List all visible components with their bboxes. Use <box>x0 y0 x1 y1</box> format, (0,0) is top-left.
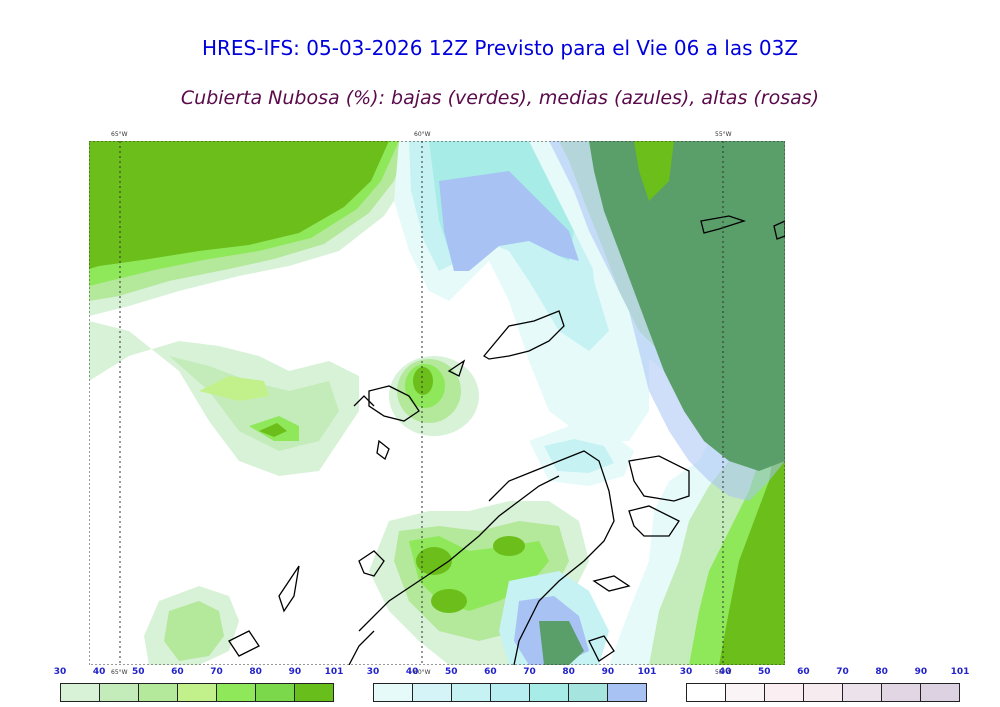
colorbar-mid-ticks: 30 40 50 60 70 80 90 101 <box>367 667 657 679</box>
colorbar-tick: 90 <box>914 667 928 677</box>
colorbar-swatch <box>882 684 921 701</box>
colorbar-tick: 80 <box>249 667 262 677</box>
colorbar-tick: 101 <box>950 667 970 677</box>
colorbar-low-clouds <box>60 683 334 702</box>
colorbar-high-clouds <box>686 683 960 702</box>
colorbar-mid-clouds <box>373 683 647 702</box>
colorbar-tick: 101 <box>324 667 344 677</box>
colorbar-tick: 30 <box>53 667 67 677</box>
colorbar-swatch <box>217 684 256 701</box>
colorbar-swatch <box>61 684 100 701</box>
low-cloud-central <box>389 356 479 436</box>
colorbar-swatch <box>413 684 452 701</box>
colorbar-tick: 80 <box>562 667 575 677</box>
colorbar-tick: 80 <box>875 667 888 677</box>
colorbar-swatch <box>374 684 413 701</box>
colorbar-swatch <box>100 684 139 701</box>
lon-label-60w-top: 60°W <box>414 131 431 138</box>
colorbar-tick: 50 <box>758 667 771 677</box>
colorbar-tick: 90 <box>288 667 302 677</box>
colorbar-swatch <box>921 684 959 701</box>
coastlines <box>228 215 785 665</box>
colorbar-tick: 90 <box>601 667 615 677</box>
colorbar-swatch <box>569 684 608 701</box>
lon-label-55w-top: 55°W <box>715 131 732 138</box>
colorbar-swatch <box>765 684 804 701</box>
colorbar-tick: 60 <box>484 667 497 677</box>
colorbar-swatch <box>295 684 333 701</box>
colorbar-swatch <box>491 684 530 701</box>
colorbar-tick: 30 <box>366 667 380 677</box>
lon-label-60w-bottom: 60°W <box>414 669 431 676</box>
colorbar-high-ticks: 30 40 50 60 70 80 90 101 <box>680 667 970 679</box>
cloud-cover-map <box>89 141 785 665</box>
low-cloud-northwest <box>89 141 419 476</box>
colorbar-swatch <box>608 684 646 701</box>
colorbar-tick: 40 <box>718 667 732 677</box>
colorbar-tick: 60 <box>797 667 810 677</box>
lon-label-65w-top: 65°W <box>111 131 128 138</box>
colorbar-tick: 50 <box>445 667 458 677</box>
colorbar-swatch <box>726 684 765 701</box>
colorbar-tick: 70 <box>523 667 536 677</box>
colorbar-swatch <box>843 684 882 701</box>
colorbar-swatch <box>256 684 295 701</box>
colorbar-tick: 50 <box>132 667 145 677</box>
colorbar-swatch <box>687 684 726 701</box>
mid-cloud-southeast <box>499 426 634 665</box>
colorbar-tick: 60 <box>171 667 184 677</box>
colorbar-tick: 70 <box>836 667 849 677</box>
colorbar-swatch <box>178 684 217 701</box>
map-title: HRES-IFS: 05-03-2026 12Z Previsto para e… <box>201 36 799 60</box>
colorbar-tick: 101 <box>637 667 657 677</box>
colorbar-tick: 40 <box>405 667 419 677</box>
colorbar-swatch <box>530 684 569 701</box>
colorbar-tick: 30 <box>679 667 693 677</box>
colorbar-swatch <box>804 684 843 701</box>
colorbar-swatch <box>139 684 178 701</box>
map-subtitle: Cubierta Nubosa (%): bajas (verdes), med… <box>180 87 820 109</box>
lon-label-55w-bottom: 55°W <box>715 669 732 676</box>
meridian-lines <box>119 141 724 665</box>
colorbar-low-ticks: 30 40 50 60 70 80 90 101 <box>54 667 344 679</box>
colorbar-swatch <box>452 684 491 701</box>
colorbar-tick: 70 <box>210 667 223 677</box>
colorbar-tick: 40 <box>92 667 106 677</box>
lon-label-65w-bottom: 65°W <box>111 669 128 676</box>
